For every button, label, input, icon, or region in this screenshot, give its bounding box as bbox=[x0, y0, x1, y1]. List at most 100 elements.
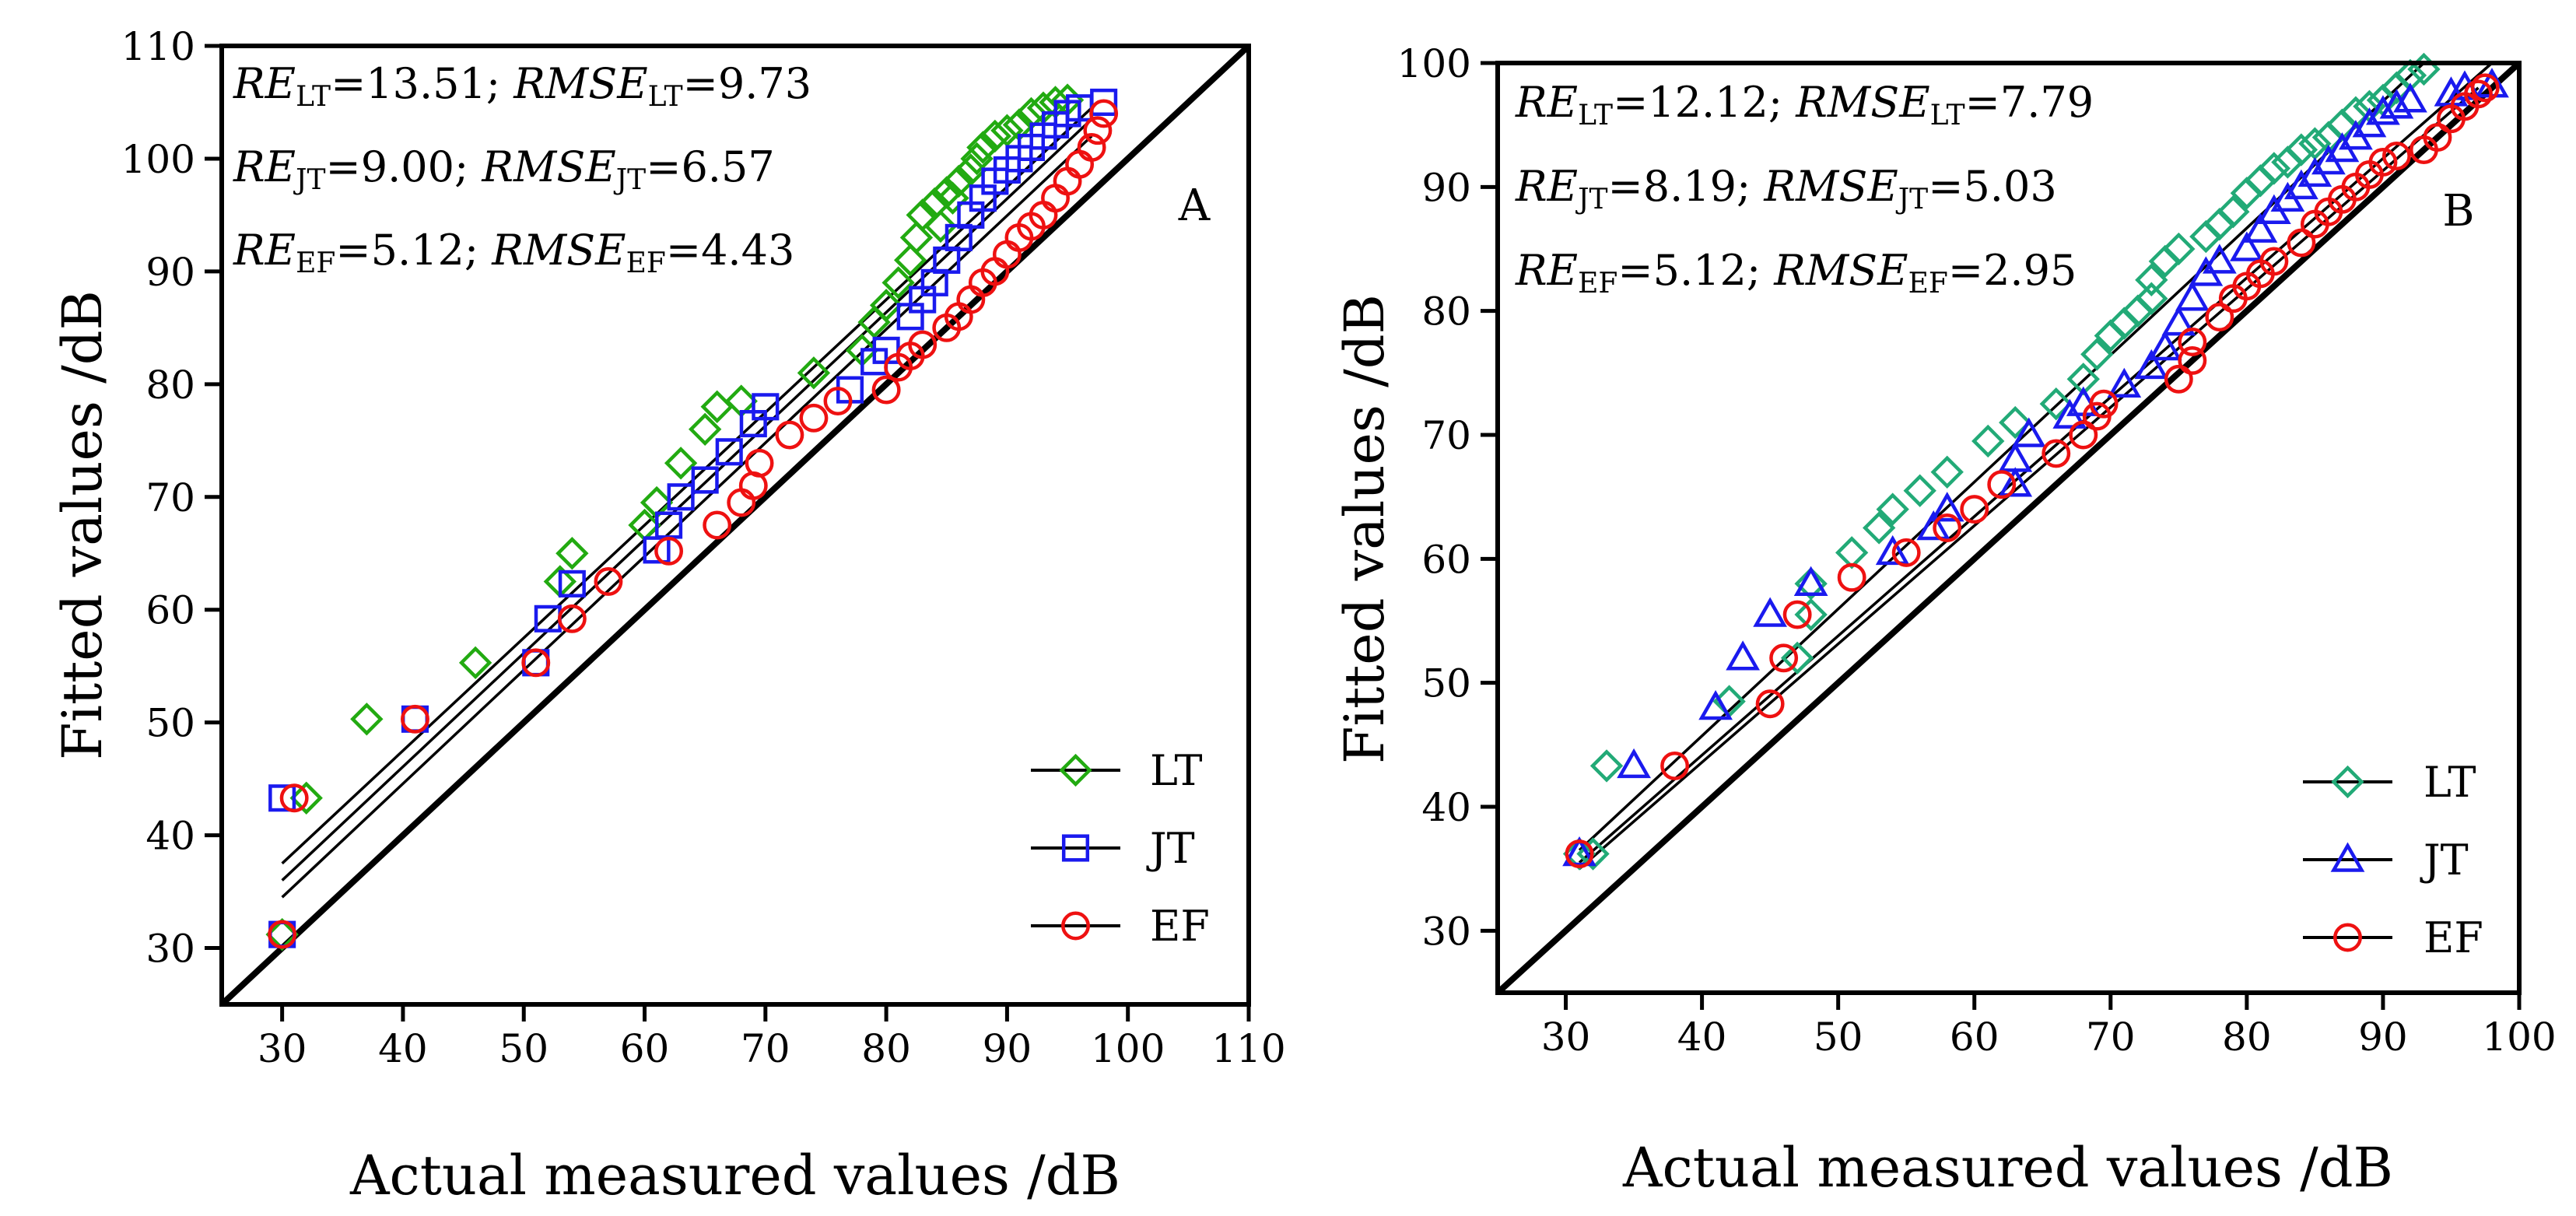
data-point bbox=[2042, 439, 2071, 468]
y-tick-label: 70 bbox=[145, 475, 195, 520]
data-point bbox=[924, 209, 958, 244]
stats-line-jt: REJT=9.00; RMSEJT=6.57 bbox=[233, 142, 775, 196]
data-point bbox=[1916, 510, 1951, 541]
legend-marker bbox=[1061, 911, 1090, 941]
data-point bbox=[1987, 470, 2017, 499]
reference-line bbox=[1495, 61, 2522, 995]
data-point bbox=[2039, 387, 2073, 421]
data-point bbox=[715, 438, 743, 466]
legend-item-jt: JT bbox=[2303, 836, 2469, 885]
y-tick-label: 40 bbox=[1421, 785, 1471, 830]
data-point bbox=[1698, 689, 1733, 720]
data-point bbox=[1999, 405, 2032, 440]
legend-marker bbox=[2330, 842, 2365, 872]
panel-label-b: B bbox=[2442, 186, 2474, 237]
data-point bbox=[990, 114, 1024, 147]
data-point bbox=[2423, 123, 2452, 152]
data-point bbox=[2257, 152, 2291, 185]
data-point bbox=[936, 181, 969, 215]
y-tick-label: 70 bbox=[1421, 413, 1471, 458]
data-point bbox=[1876, 492, 1909, 526]
plot-area-a bbox=[219, 44, 1251, 1007]
data-point bbox=[1589, 749, 1624, 783]
plot-frame-a bbox=[219, 44, 1251, 1007]
data-point bbox=[1933, 513, 1962, 542]
data-point bbox=[2011, 417, 2046, 447]
legend-marker bbox=[1061, 834, 1090, 862]
y-tick-label: 90 bbox=[145, 250, 195, 295]
x-tick-label: 100 bbox=[2482, 1015, 2556, 1060]
data-point bbox=[1891, 538, 1921, 567]
x-tick-label: 80 bbox=[861, 1026, 911, 1071]
data-point bbox=[1562, 836, 1596, 867]
x-tick-label: 110 bbox=[1211, 1026, 1285, 1071]
data-point bbox=[775, 420, 804, 450]
data-point bbox=[2368, 148, 2398, 177]
data-point bbox=[899, 221, 934, 254]
x-tick-label: 30 bbox=[258, 1026, 307, 1071]
data-point bbox=[1998, 467, 2033, 497]
data-point bbox=[401, 704, 429, 734]
data-point bbox=[1090, 88, 1118, 117]
data-point bbox=[2135, 282, 2168, 315]
x-axis-label-b: Actual measured values /dB bbox=[1622, 1136, 2393, 1200]
x-tick-label: 100 bbox=[1091, 1026, 1165, 1071]
data-point bbox=[954, 153, 988, 187]
y-tick-label: 60 bbox=[1421, 537, 1471, 582]
legend-label: EF bbox=[2424, 913, 2483, 962]
y-tick-label: 30 bbox=[1421, 909, 1471, 954]
data-point bbox=[2164, 364, 2193, 394]
legend-label: LT bbox=[2424, 758, 2476, 807]
fit-line-jt bbox=[281, 117, 1093, 881]
legend-item-ef: EF bbox=[2303, 913, 2483, 962]
stats-annotation-a: RELT=13.51; RMSELT=9.73 REJT=9.00; RMSEJ… bbox=[233, 59, 811, 279]
data-point bbox=[703, 510, 732, 540]
data-point bbox=[2205, 303, 2234, 332]
data-point bbox=[2162, 232, 2196, 266]
data-point bbox=[2175, 281, 2210, 311]
data-point bbox=[1753, 597, 1788, 627]
x-tick-label: 80 bbox=[2222, 1015, 2272, 1060]
fit-line-ef bbox=[281, 135, 1093, 899]
x-tick-label: 60 bbox=[620, 1026, 670, 1071]
panel-label-a: A bbox=[1178, 180, 1211, 231]
data-point bbox=[664, 447, 698, 480]
series-ef bbox=[268, 99, 1119, 949]
data-point bbox=[691, 466, 719, 494]
data-point bbox=[869, 289, 903, 322]
chart-panel-a: 30 40 50 60 70 80 90 100 110 30 40 50 60 70 80 90 100 110… bbox=[51, 24, 1286, 1207]
data-point bbox=[1835, 536, 1869, 569]
y-tick-label: 110 bbox=[121, 24, 195, 69]
data-point bbox=[558, 569, 586, 597]
data-point bbox=[893, 244, 927, 277]
data-point bbox=[1794, 567, 1828, 601]
reference-line bbox=[219, 44, 1251, 1007]
y-tick-label: 100 bbox=[1397, 41, 1471, 86]
data-point bbox=[871, 375, 901, 405]
fit-line-ef bbox=[1578, 86, 2480, 870]
data-point bbox=[2464, 79, 2493, 109]
data-point bbox=[1769, 643, 1799, 673]
data-point bbox=[2217, 195, 2250, 229]
data-point bbox=[2393, 82, 2427, 113]
data-point bbox=[594, 567, 623, 596]
data-point bbox=[2089, 389, 2119, 419]
data-point bbox=[279, 783, 309, 813]
y-axis-label-a: Fitted values /dB bbox=[51, 290, 114, 760]
y-axis-label-b: Fitted values /dB bbox=[1333, 294, 1397, 764]
legend-marker bbox=[2331, 765, 2364, 799]
data-point bbox=[881, 266, 915, 300]
legend-item-lt: LT bbox=[1031, 746, 1202, 795]
plot-area-b bbox=[1495, 52, 2522, 995]
data-point bbox=[556, 537, 589, 570]
data-point bbox=[2259, 247, 2289, 276]
y-tick-label: 40 bbox=[145, 814, 195, 859]
data-point bbox=[1863, 511, 1896, 545]
data-point bbox=[2147, 330, 2182, 361]
data-point bbox=[2284, 133, 2318, 166]
data-point bbox=[667, 483, 695, 511]
data-point bbox=[1660, 751, 1690, 780]
data-point bbox=[1960, 495, 1989, 524]
x-tick-label: 90 bbox=[2358, 1015, 2408, 1060]
legend-item-lt: LT bbox=[2303, 758, 2476, 807]
